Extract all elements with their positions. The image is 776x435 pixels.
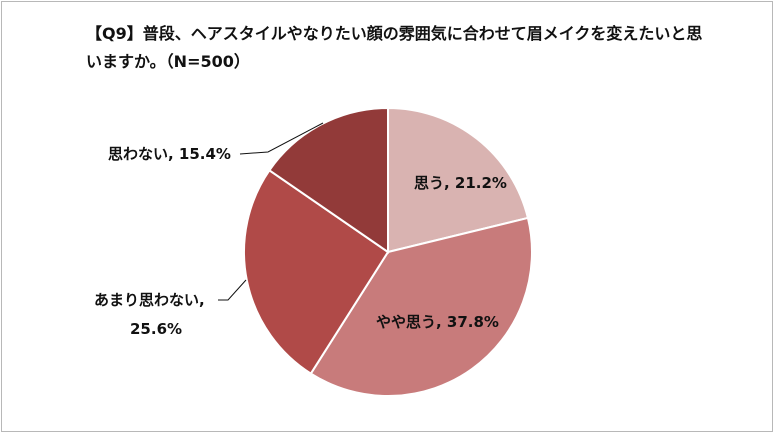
slice-label-amari-omowanai-line1: あまり思わない, [94,291,205,309]
pie-slice-yaya-omou [309,216,533,397]
leader-line-omowanai [239,122,324,155]
slice-label-omowanai: 思わない, 15.4% [108,145,231,163]
leader-line-amari-omowanai [218,279,247,301]
label-leader-lines [218,122,324,301]
pie-slice-amari-omowanai [242,168,390,375]
pie-slice-omou [387,106,530,254]
slice-label-omou: 思う, 21.2% [414,174,507,192]
slice-label-yaya-omou: やや思う, 37.8% [376,313,499,331]
chart-title: 【Q9】普段、ヘアスタイルやなりたい顔の雰囲気に合わせて眉メイクを変えたいと思い… [86,24,703,71]
slice-label-amari-omowanai-line2: 25.6% [130,320,183,338]
pie-slices [242,106,533,397]
